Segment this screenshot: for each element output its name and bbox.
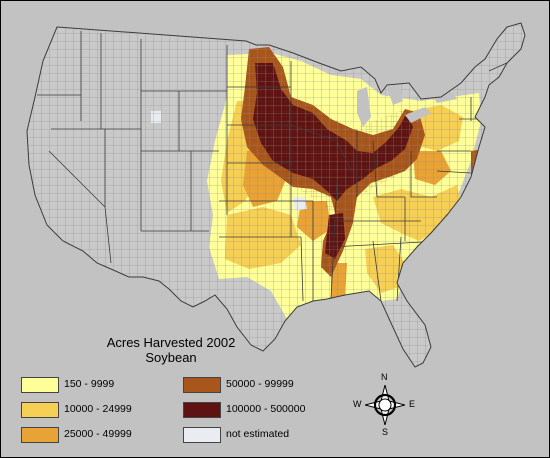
state-boundaries <box>37 31 512 302</box>
legend-label-2: 10000 - 24999 <box>64 403 132 415</box>
legend-label-5: 100000 - 500000 <box>226 403 306 415</box>
legend-label-6: not estimated <box>226 428 290 440</box>
compass-west: W <box>353 399 362 409</box>
legend-swatch-2 <box>21 402 59 418</box>
legend-label-3: 25000 - 49999 <box>64 428 132 440</box>
legend-swatch-5 <box>183 402 221 418</box>
legend-swatch-6 <box>183 427 221 443</box>
legend-swatch-1 <box>21 377 59 393</box>
legend-swatch-4 <box>183 377 221 393</box>
legend-label-4: 50000 - 99999 <box>226 378 294 390</box>
map-subtitle: Soybean <box>145 350 197 365</box>
compass-north: N <box>381 372 388 382</box>
map-title: Acres Harvested 2002 <box>106 335 236 350</box>
compass-south: S <box>382 427 389 437</box>
compass-rose-icon <box>365 385 405 425</box>
legend-swatch-3 <box>21 427 59 443</box>
legend-label-1: 150 - 9999 <box>64 378 115 390</box>
compass-east: E <box>409 399 416 409</box>
